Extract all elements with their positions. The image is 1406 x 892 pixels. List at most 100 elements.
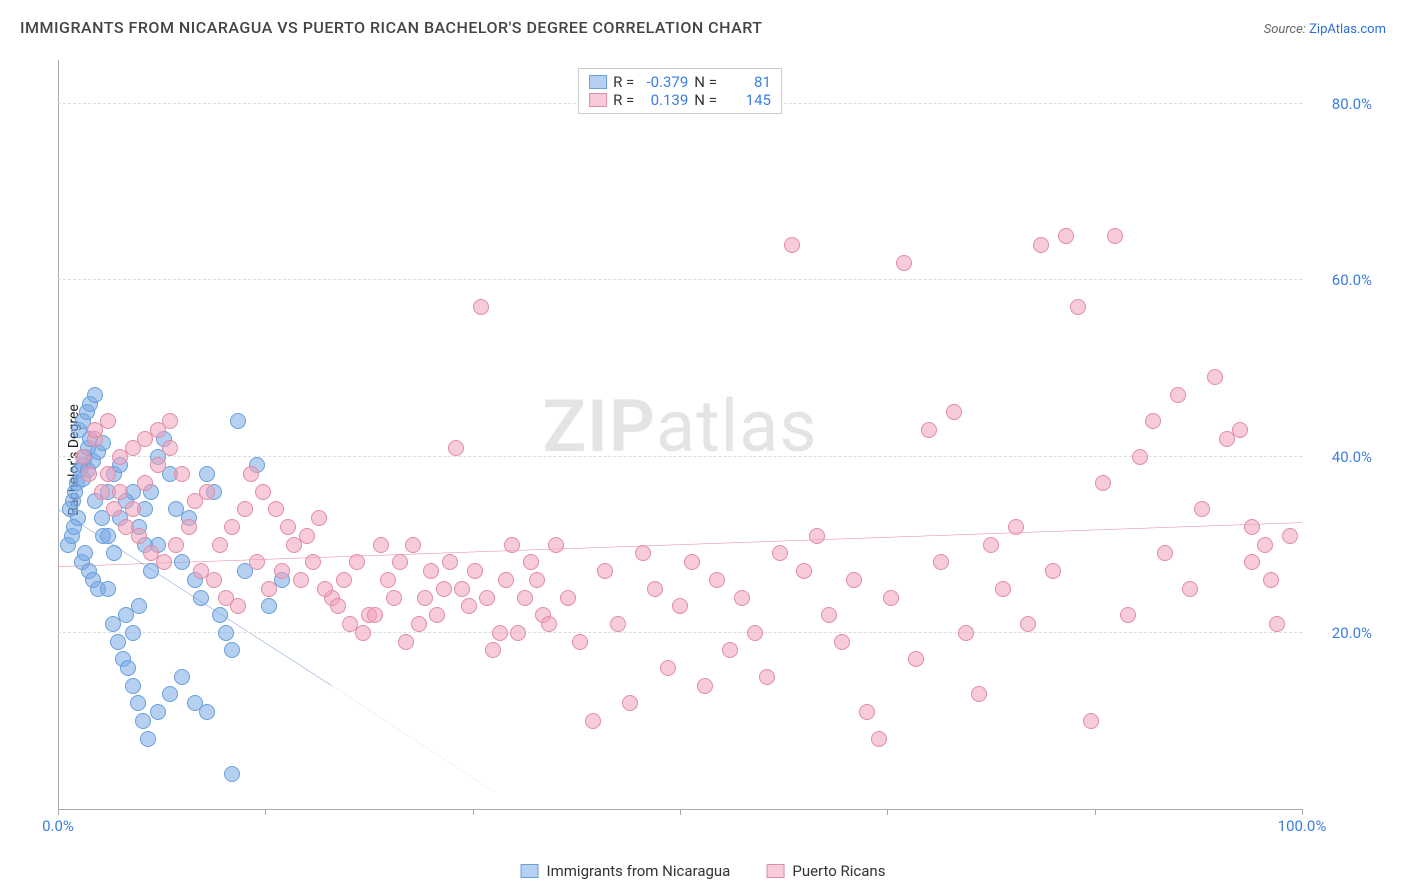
scatter-point-puerto_rican [759,669,775,685]
scatter-point-puerto_rican [1269,616,1285,632]
scatter-point-nicaragua [218,625,234,641]
scatter-point-puerto_rican [100,413,116,429]
gridline-h [58,632,1302,633]
gridline-h [58,456,1302,457]
scatter-point-puerto_rican [734,590,750,606]
scatter-point-puerto_rican [75,449,91,465]
r-value-puertorican: 0.139 [640,91,688,109]
scatter-point-puerto_rican [181,519,197,535]
scatter-point-puerto_rican [1207,369,1223,385]
scatter-point-puerto_rican [243,466,259,482]
scatter-point-puerto_rican [206,572,222,588]
scatter-point-nicaragua [125,625,141,641]
scatter-point-nicaragua [131,598,147,614]
scatter-point-puerto_rican [1244,519,1260,535]
scatter-point-nicaragua [135,713,151,729]
r-label: R = [613,91,634,109]
scatter-point-puerto_rican [355,625,371,641]
scatter-point-puerto_rican [199,484,215,500]
scatter-point-puerto_rican [311,510,327,526]
scatter-point-puerto_rican [908,651,924,667]
y-axis-line [58,60,59,809]
scatter-point-puerto_rican [448,440,464,456]
scatter-point-puerto_rican [479,590,495,606]
scatter-point-puerto_rican [548,537,564,553]
scatter-point-puerto_rican [467,563,483,579]
scatter-point-puerto_rican [405,537,421,553]
plot-area: ZIPatlas R = -0.379 N = 81 R = 0.139 N =… [58,60,1302,810]
scatter-point-puerto_rican [305,554,321,570]
scatter-point-puerto_rican [423,563,439,579]
legend-bottom: Immigrants from Nicaragua Puerto Ricans [521,862,886,880]
n-value-puertorican: 145 [723,91,771,109]
scatter-point-puerto_rican [747,625,763,641]
scatter-point-puerto_rican [983,537,999,553]
scatter-point-nicaragua [212,607,228,623]
scatter-point-puerto_rican [647,581,663,597]
scatter-point-nicaragua [120,660,136,676]
scatter-point-puerto_rican [249,554,265,570]
scatter-point-nicaragua [199,704,215,720]
scatter-point-puerto_rican [299,528,315,544]
scatter-point-puerto_rican [597,563,613,579]
scatter-point-puerto_rican [1120,607,1136,623]
scatter-point-puerto_rican [498,572,514,588]
scatter-point-puerto_rican [697,678,713,694]
x-tick-label: 100.0% [1278,817,1327,835]
scatter-point-puerto_rican [809,528,825,544]
scatter-point-puerto_rican [1263,572,1279,588]
scatter-point-puerto_rican [921,422,937,438]
scatter-point-puerto_rican [367,607,383,623]
scatter-point-puerto_rican [622,695,638,711]
scatter-point-puerto_rican [417,590,433,606]
scatter-point-puerto_rican [274,563,290,579]
scatter-point-nicaragua [125,678,141,694]
scatter-point-puerto_rican [871,731,887,747]
scatter-point-puerto_rican [106,501,122,517]
scatter-point-puerto_rican [461,598,477,614]
y-tick-label: 20.0% [1312,624,1372,642]
scatter-point-puerto_rican [1045,563,1061,579]
trend-line-puerto_rican [58,523,1302,567]
scatter-point-nicaragua [162,686,178,702]
scatter-point-puerto_rican [131,528,147,544]
x-tick-mark [1302,809,1303,815]
y-tick-label: 80.0% [1312,95,1372,113]
x-tick-mark [1095,809,1096,815]
scatter-point-puerto_rican [1107,228,1123,244]
scatter-point-puerto_rican [261,581,277,597]
scatter-point-puerto_rican [995,581,1011,597]
n-label: N = [694,91,717,109]
scatter-point-puerto_rican [255,484,271,500]
scatter-point-puerto_rican [317,581,333,597]
scatter-point-nicaragua [174,554,190,570]
scatter-point-puerto_rican [958,625,974,641]
x-tick-mark [680,809,681,815]
scatter-point-puerto_rican [541,616,557,632]
source-link[interactable]: ZipAtlas.com [1309,22,1386,37]
scatter-point-puerto_rican [859,704,875,720]
scatter-point-puerto_rican [168,537,184,553]
scatter-point-puerto_rican [112,484,128,500]
legend-label-puertorican: Puerto Ricans [792,862,885,880]
r-label: R = [613,73,634,91]
scatter-point-puerto_rican [529,572,545,588]
scatter-point-puerto_rican [485,642,501,658]
scatter-point-puerto_rican [150,457,166,473]
scatter-point-puerto_rican [492,625,508,641]
header: IMMIGRANTS FROM NICARAGUA VS PUERTO RICA… [20,18,1386,37]
scatter-point-puerto_rican [504,537,520,553]
n-label: N = [694,73,717,91]
scatter-point-nicaragua [106,545,122,561]
scatter-point-puerto_rican [1033,237,1049,253]
scatter-point-puerto_rican [784,237,800,253]
scatter-point-nicaragua [224,642,240,658]
trend-line-dashed-nicaragua [332,686,494,792]
scatter-point-nicaragua [77,545,93,561]
scatter-point-puerto_rican [572,634,588,650]
legend-swatch-puertorican [589,93,607,107]
scatter-point-puerto_rican [834,634,850,650]
scatter-point-puerto_rican [1145,413,1161,429]
scatter-point-puerto_rican [1282,528,1298,544]
x-tick-mark [265,809,266,815]
